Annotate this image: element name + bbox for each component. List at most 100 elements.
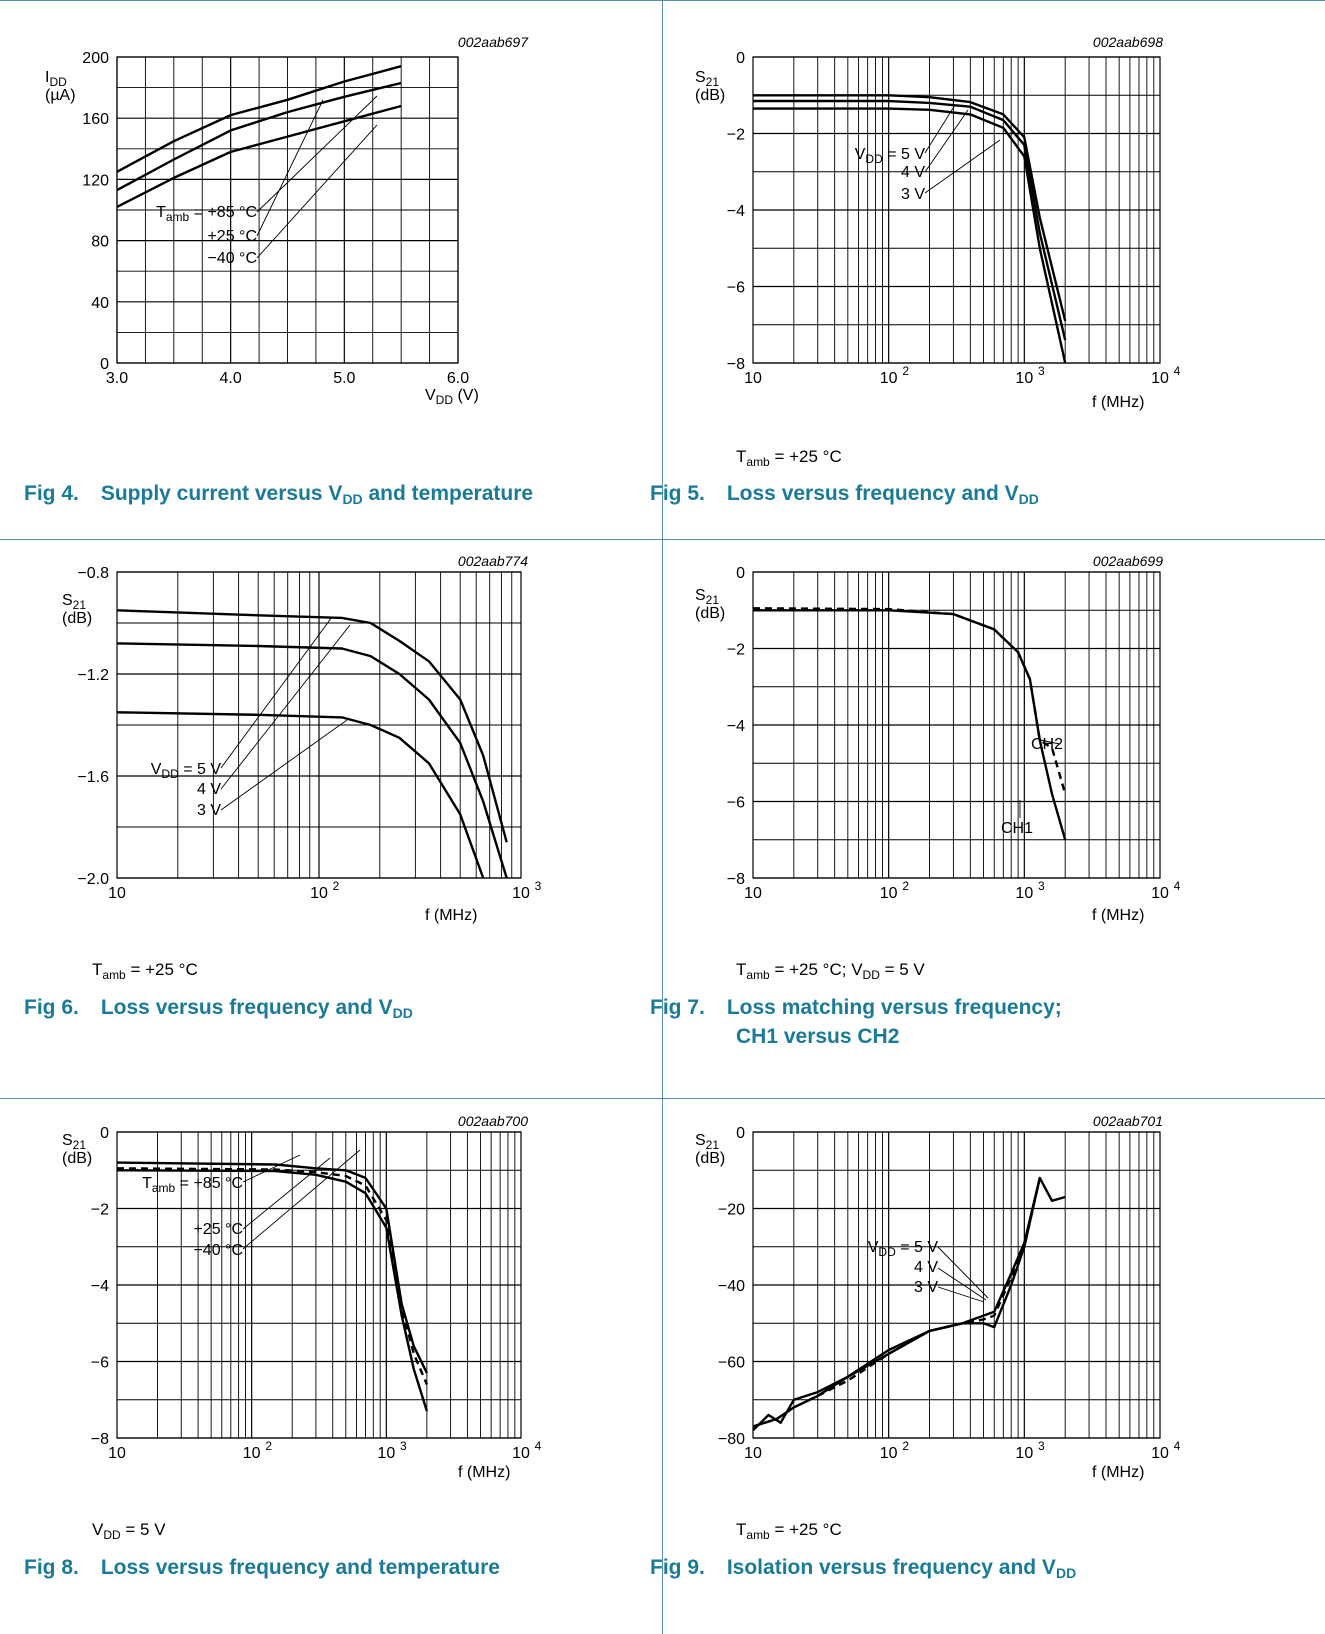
curve-annotation: VDD = 5 V [855, 146, 926, 166]
series-line [752, 1177, 1041, 1428]
y-tick-label: 200 [82, 50, 109, 67]
x-tick-exponent: 4 [1174, 879, 1181, 893]
x-tick-exponent: 3 [1038, 1439, 1045, 1453]
x-tick-label: 10 [1015, 885, 1033, 902]
x-tick-label: 10 [377, 1445, 395, 1462]
annotation-leader [242, 1149, 361, 1250]
series-line [116, 711, 485, 879]
annotation-leader [1039, 739, 1061, 745]
figure-caption: Fig 9. Isolation versus frequency and VDD [650, 1556, 1076, 1581]
y-tick-label: −40 [718, 1278, 745, 1295]
x-tick-label: 3.0 [106, 370, 128, 387]
x-tick-exponent: 2 [902, 1439, 909, 1453]
figure-code: 002aab774 [458, 553, 528, 569]
x-tick-exponent: 3 [535, 879, 542, 893]
curve-annotation: −40 °C [207, 250, 257, 267]
y-tick-label: −4 [91, 1278, 109, 1295]
x-tick-exponent: 2 [265, 1439, 272, 1453]
y-tick-label: −6 [91, 1355, 109, 1372]
panel-divider-vertical [662, 0, 663, 1634]
figure-caption: Fig 6. Loss versus frequency and VDD [24, 996, 413, 1021]
curve-annotation: VDD = 5 V [151, 761, 222, 781]
x-tick-label: 10 [744, 1445, 762, 1462]
y-tick-label: −8 [91, 1431, 109, 1448]
x-axis-label: f (MHz) [1092, 1464, 1144, 1481]
curve-annotation: 3 V [914, 1279, 938, 1296]
curve-annotation: CH2 [1031, 736, 1063, 753]
x-tick-label: 10 [1015, 370, 1033, 387]
annotation-leader [242, 1154, 301, 1183]
figure-code: 002aab699 [1093, 553, 1163, 569]
y-tick-label: −2 [727, 127, 745, 144]
y-tick-label: −6 [727, 795, 745, 812]
y-tick-label: −4 [727, 718, 745, 735]
figure-code: 002aab698 [1093, 34, 1163, 50]
y-tick-label: 0 [100, 356, 109, 373]
test-condition: Tamb = +25 °C; VDD = 5 V [736, 960, 925, 982]
series-line [752, 607, 1067, 795]
y-axis-unit: (µA) [45, 87, 76, 104]
annotation-leader [256, 95, 378, 213]
curve-annotation: −40 °C [193, 1242, 243, 1259]
y-tick-label: 120 [82, 172, 109, 189]
figure-caption: Fig 5. Loss versus frequency and VDD [650, 482, 1039, 507]
figure-code: 002aab701 [1093, 1113, 1163, 1129]
y-axis-label: S21 [695, 587, 719, 607]
annotation-leader [937, 1267, 987, 1301]
curve-annotation: CH1 [1001, 820, 1033, 837]
x-tick-exponent: 2 [902, 879, 909, 893]
y-tick-label: −4 [727, 203, 745, 220]
x-tick-exponent: 4 [1174, 1439, 1181, 1453]
annotation-leader [220, 616, 333, 769]
curve-annotation: 4 V [901, 164, 925, 181]
y-axis-unit: (dB) [62, 1150, 92, 1167]
series-line [116, 1169, 429, 1412]
x-tick-label: 10 [880, 1445, 898, 1462]
y-axis-label: S21 [695, 1132, 719, 1152]
chart-7: 0−2−4−6−810 10 2 10 3 10 4CH2CH1002aab699S21(d… [650, 553, 1181, 1048]
series-line [752, 1177, 1041, 1428]
x-tick-exponent: 2 [902, 364, 909, 378]
y-tick-label: −0.8 [77, 565, 109, 582]
series-line [116, 642, 508, 879]
x-tick-exponent: 3 [1038, 364, 1045, 378]
curve-annotation: +25 °C [193, 1221, 243, 1238]
y-tick-label: 0 [100, 1125, 109, 1142]
y-tick-label: 0 [736, 50, 745, 67]
y-tick-label: −8 [727, 871, 745, 888]
x-tick-label: 10 [108, 1445, 126, 1462]
y-tick-label: −20 [718, 1202, 745, 1219]
x-axis-label: f (MHz) [458, 1464, 510, 1481]
curve-annotation: 4 V [197, 781, 221, 798]
x-tick-label: 6.0 [447, 370, 469, 387]
annotation-leader [924, 104, 956, 154]
y-tick-label: −1.2 [77, 667, 109, 684]
annotation-leader [924, 109, 969, 173]
series-line [116, 1167, 429, 1385]
x-tick-exponent: 3 [400, 1439, 407, 1453]
y-axis-unit: (dB) [695, 605, 725, 622]
x-tick-label: 10 [744, 370, 762, 387]
series-line [116, 65, 402, 173]
figure-caption: Fig 7. Loss matching versus frequency; [650, 996, 1062, 1019]
y-tick-label: −2 [91, 1202, 109, 1219]
x-tick-label: 10 [512, 885, 530, 902]
test-condition: Tamb = +25 °C [736, 447, 842, 469]
y-tick-label: −60 [718, 1355, 745, 1372]
annotation-leader [220, 624, 351, 790]
x-axis-label: f (MHz) [1092, 394, 1144, 411]
x-tick-label: 10 [243, 1445, 261, 1462]
annotation-leader [937, 1246, 989, 1299]
y-tick-label: 0 [736, 1125, 745, 1142]
y-tick-label: 0 [736, 565, 745, 582]
y-tick-label: −2.0 [77, 871, 109, 888]
x-tick-label: 10 [310, 885, 328, 902]
curve-annotation: Tamb = +85 °C [156, 204, 257, 224]
x-tick-label: 4.0 [220, 370, 242, 387]
x-tick-label: 10 [1015, 1445, 1033, 1462]
test-condition: VDD = 5 V [92, 1520, 166, 1542]
y-tick-label: −2 [727, 642, 745, 659]
